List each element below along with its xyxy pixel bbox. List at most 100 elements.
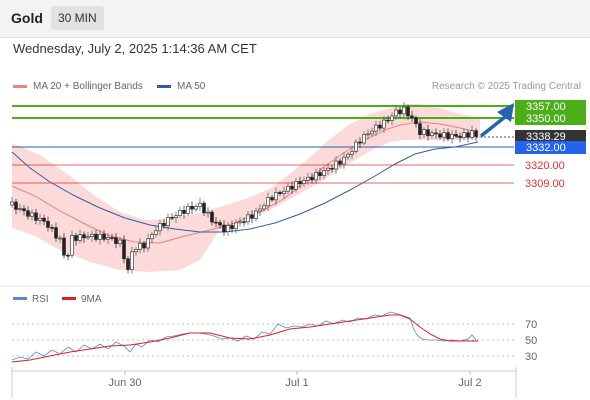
candle-body — [14, 201, 18, 210]
candle-body — [354, 141, 358, 152]
candle-body — [418, 123, 422, 135]
ma50-line — [11, 141, 479, 233]
candle-body — [146, 238, 150, 249]
candle-body — [266, 197, 270, 206]
legend-ma50-label: MA 50 — [177, 81, 206, 92]
candle-body — [62, 237, 66, 256]
ma9-legend-swatch — [62, 297, 76, 300]
candle-body — [166, 217, 170, 227]
candle-body — [114, 237, 118, 244]
candle-body — [10, 201, 14, 206]
candle-body — [290, 185, 294, 190]
candle-body — [222, 224, 226, 232]
candle-body — [106, 237, 110, 240]
candle-body — [182, 210, 186, 214]
candle-body — [306, 176, 310, 181]
candle-body — [286, 185, 290, 192]
candle-body — [58, 237, 62, 240]
candle-body — [358, 141, 362, 144]
candle-body — [390, 115, 394, 121]
candle-body — [154, 230, 158, 235]
rsi-label-70: 70 — [525, 319, 537, 331]
candle-body — [314, 172, 318, 181]
candlestick-series — [10, 102, 478, 274]
legend-ma20-label: MA 20 + Bollinger Bands — [33, 81, 143, 92]
candle-body — [470, 130, 474, 138]
legend-ma50-swatch — [157, 84, 171, 88]
candle-body — [318, 172, 322, 176]
rsi-legend-label: RSI — [32, 294, 49, 305]
candle-body — [426, 129, 430, 137]
candle-body — [130, 251, 134, 270]
forecast-arrow-line — [479, 115, 507, 138]
candle-body — [378, 124, 382, 129]
candle-body — [102, 233, 106, 240]
research-credit: Research © 2025 Trading Central — [431, 81, 581, 92]
legend-ma50: MA 50 — [157, 81, 205, 92]
candle-body — [30, 212, 34, 217]
candle-body — [238, 221, 242, 224]
candle-body — [334, 160, 338, 170]
candle-body — [294, 181, 298, 190]
candle-body — [190, 206, 194, 210]
candle-body — [54, 227, 58, 239]
candle-body — [466, 132, 470, 138]
chart-datetime: Wednesday, July 2, 2025 1:14:36 AM CET — [13, 41, 257, 56]
candle-body — [338, 160, 342, 165]
candle-body — [282, 190, 286, 194]
x-label-jul1: Jul 1 — [285, 377, 308, 389]
timeframe-button[interactable]: 30 MIN — [51, 6, 104, 30]
candle-body — [406, 106, 410, 117]
chart-header: Gold 30 MIN — [0, 0, 590, 38]
candle-body — [254, 210, 258, 219]
candle-body — [434, 132, 438, 135]
rsi-label-50: 50 — [525, 335, 537, 347]
candle-body — [186, 206, 190, 214]
candle-body — [206, 211, 210, 214]
candle-body — [250, 214, 254, 219]
candle-body — [142, 243, 146, 249]
label-3332: 3332.00 — [526, 142, 566, 154]
label-box-3332 — [515, 141, 586, 154]
candle-body — [178, 210, 182, 217]
candle-body — [422, 129, 426, 135]
candle-body — [198, 202, 202, 207]
label-box-3338 — [515, 130, 586, 143]
candle-body — [158, 223, 162, 232]
candle-body — [310, 176, 314, 181]
candle-body — [446, 132, 450, 140]
candle-body — [438, 133, 442, 138]
candle-body — [458, 135, 462, 138]
candle-body — [246, 214, 250, 223]
ma20-line — [11, 121, 479, 244]
candle-body — [370, 130, 374, 135]
candle-body — [342, 156, 346, 165]
candle-body — [98, 233, 102, 240]
candle-body — [330, 167, 334, 170]
x-label-jun30: Jun 30 — [108, 377, 141, 389]
candle-body — [66, 254, 70, 257]
candle-body — [194, 206, 198, 210]
legend-ma20-swatch — [13, 84, 27, 88]
candle-body — [82, 234, 86, 239]
rsi-line — [11, 311, 477, 361]
candle-body — [202, 202, 206, 214]
candle-body — [346, 153, 350, 158]
legend-ma20: MA 20 + Bollinger Bands — [13, 81, 143, 92]
candle-body — [366, 133, 370, 136]
candle-body — [322, 170, 326, 176]
candle-body — [394, 109, 398, 117]
candle-body — [46, 221, 50, 228]
candle-body — [126, 258, 130, 270]
candle-body — [90, 233, 94, 237]
candle-body — [78, 234, 82, 241]
candle-body — [270, 197, 274, 201]
candle-body — [34, 212, 38, 221]
candle-body — [138, 243, 142, 250]
candle-body — [298, 181, 302, 184]
candle-body — [274, 192, 278, 201]
candle-body — [230, 225, 234, 230]
candle-body — [50, 227, 54, 229]
candle-body — [374, 124, 378, 132]
